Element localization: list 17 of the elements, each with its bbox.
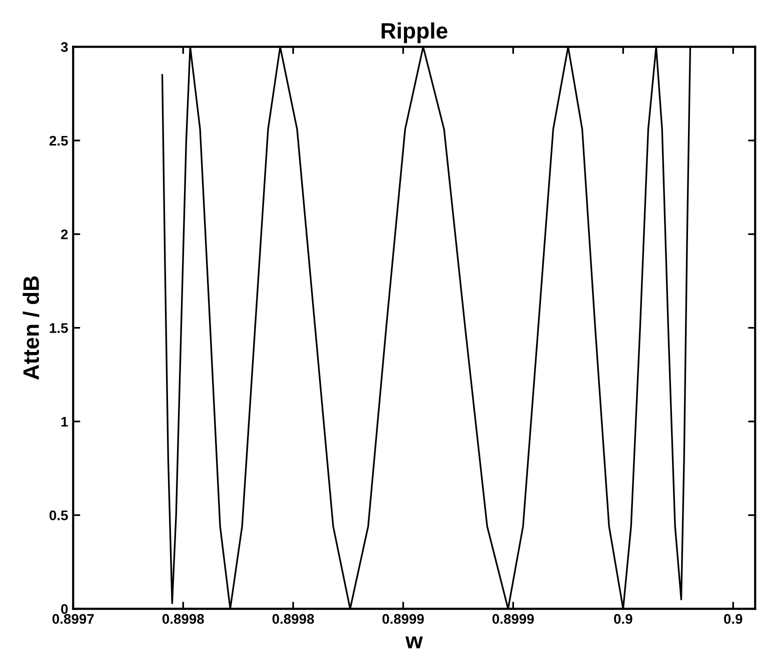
x-tick-label: 0.8998 xyxy=(272,614,314,624)
x-tick-label: 0.8997 xyxy=(52,614,94,624)
x-tick-label: 0.8998 xyxy=(162,614,204,624)
y-tick-label: 2 xyxy=(61,229,68,240)
y-tick-label: 3 xyxy=(60,42,68,52)
y-tick-label: 0 xyxy=(61,604,68,614)
x-tick-label: 0.9 xyxy=(614,614,632,624)
x-axis-title: w xyxy=(405,636,423,648)
y-axis-title: Atten / dB xyxy=(22,276,40,380)
x-tick-label: 0.9 xyxy=(724,614,742,624)
chart-title: Ripple xyxy=(382,22,448,44)
y-tick-label: 0.5 xyxy=(50,510,68,520)
x-tick-label: 0.8999 xyxy=(382,614,424,624)
x-tick-label: 0.8999 xyxy=(492,614,534,624)
y-tick-label: 2.5 xyxy=(49,136,68,146)
y-tick-label: 1.5 xyxy=(50,323,68,333)
y-tick-label: 1 xyxy=(61,416,68,427)
